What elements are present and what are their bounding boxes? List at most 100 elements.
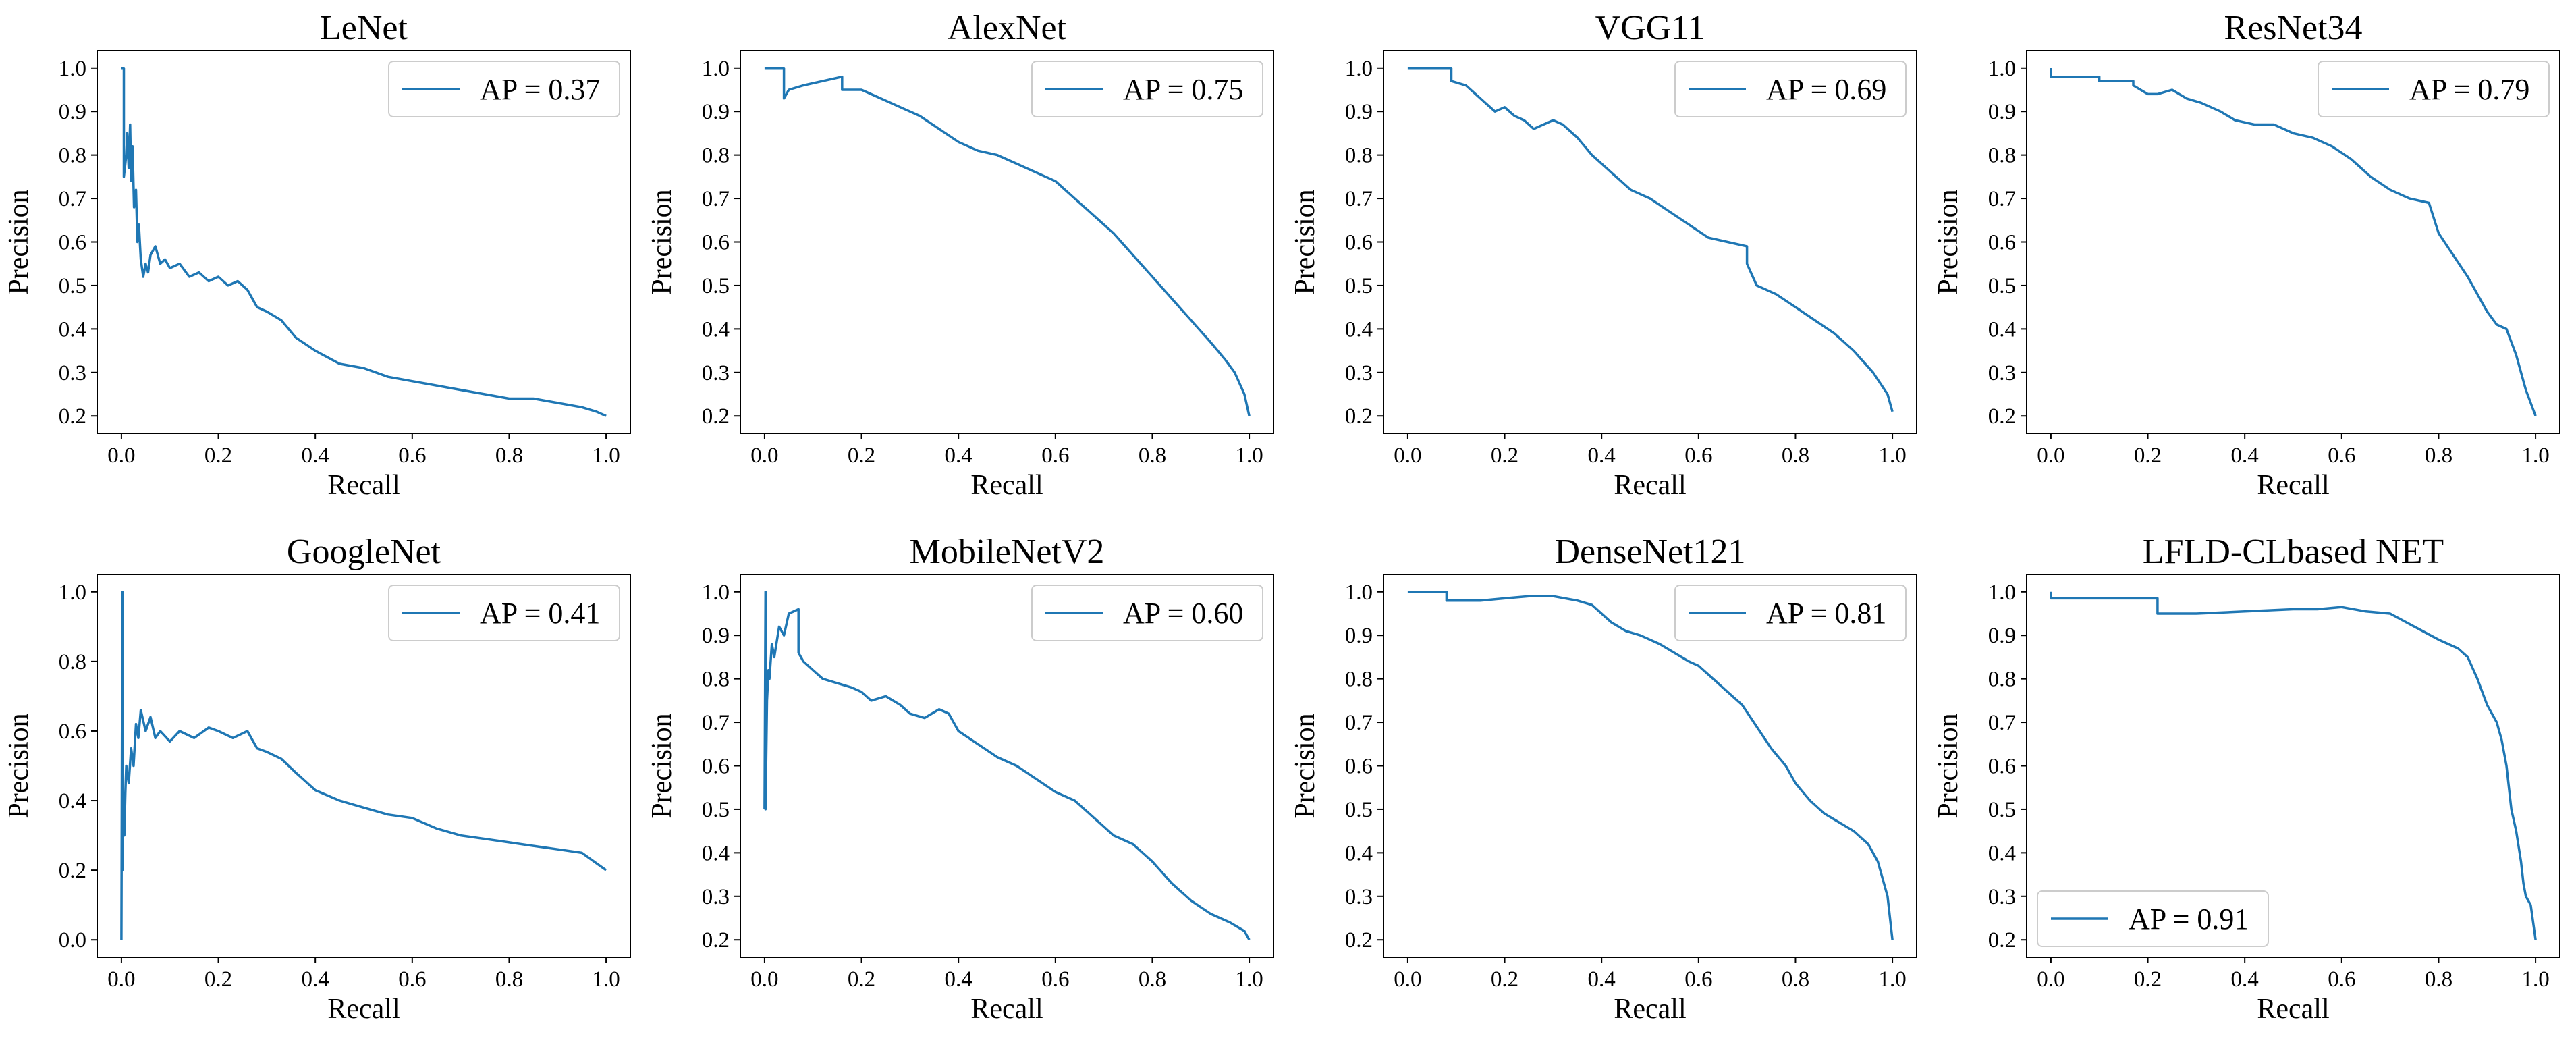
y-tick-label: 0.4 (1345, 841, 1373, 865)
x-tick-label: 0.8 (1782, 443, 1809, 468)
pr-curve (764, 67, 1251, 416)
legend-label: AP = 0.69 (1766, 73, 1886, 106)
x-tick-label: 1.0 (2521, 443, 2549, 468)
y-tick-label: 0.9 (702, 624, 730, 648)
x-tick-label: 0.4 (1588, 443, 1616, 468)
legend: AP = 0.81 (1674, 585, 1907, 641)
subplot-densenet121: DenseNet121 0.0 0.2 0.4 0.6 0.8 1.0 0.2 0.3 0.4 0.… (1290, 533, 1917, 1025)
x-tick-label: 0.0 (1394, 443, 1421, 468)
y-tick-label: 0.4 (1988, 317, 2016, 342)
x-tick-label: 0.2 (1491, 443, 1518, 468)
pr-curve (2050, 591, 2537, 940)
legend-box (2318, 61, 2550, 117)
y-tick-label: 0.9 (1345, 100, 1373, 124)
x-tick-label: 1.0 (1235, 967, 1263, 992)
y-tick-label: 0.8 (59, 650, 86, 674)
y-tick-label: 0.4 (1988, 841, 2016, 865)
legend: AP = 0.60 (1031, 585, 1263, 641)
x-axis-label: Recall (970, 994, 1043, 1025)
y-tick-label: 0.7 (1345, 187, 1373, 211)
y-tick-label: 0.9 (59, 100, 86, 124)
y-tick-label: 0.6 (59, 720, 86, 744)
x-tick-label: 0.6 (2328, 443, 2355, 468)
y-tick-label: 0.3 (1345, 361, 1373, 385)
chart-title: VGG11 (1595, 9, 1705, 47)
pr-curve (1407, 67, 1894, 412)
chart-title: MobileNetV2 (910, 533, 1105, 571)
pr-curve (2050, 68, 2537, 416)
y-tick-label: 1.0 (1345, 57, 1373, 81)
y-axis-label: Precision (647, 713, 678, 818)
legend: AP = 0.37 (388, 61, 620, 117)
y-tick-label: 0.9 (1988, 100, 2016, 124)
y-tick-label: 0.4 (702, 841, 730, 865)
y-tick-label: 1.0 (1988, 581, 2016, 605)
y-tick-label: 0.5 (1345, 798, 1373, 822)
y-tick-label: 0.7 (59, 187, 86, 211)
subplot-alexnet: AlexNet 0.0 0.2 0.4 0.6 0.8 1.0 0.2 0.3 0.4 0.5 0.6… (647, 9, 1274, 501)
x-tick-label: 0.6 (398, 967, 426, 992)
legend: AP = 0.75 (1031, 61, 1263, 117)
y-tick-label: 0.2 (59, 859, 86, 883)
legend-label: AP = 0.60 (1123, 597, 1243, 630)
x-tick-label: 0.2 (848, 443, 875, 468)
legend-box (1031, 61, 1263, 117)
y-tick-label: 0.8 (59, 144, 86, 168)
x-tick-label: 0.0 (107, 443, 135, 468)
chart-title: LFLD-CLbased NET (2143, 533, 2444, 571)
x-tick-label: 0.0 (750, 443, 778, 468)
legend-box (1674, 585, 1907, 641)
x-tick-label: 0.8 (495, 443, 523, 468)
x-tick-label: 0.4 (2231, 443, 2259, 468)
y-tick-label: 0.7 (702, 711, 730, 735)
y-axis-label: Precision (1933, 189, 1964, 294)
x-tick-label: 0.8 (495, 967, 523, 992)
y-tick-label: 1.0 (59, 581, 86, 605)
x-tick-label: 0.2 (204, 967, 232, 992)
y-tick-label: 0.8 (702, 668, 730, 692)
x-tick-label: 0.2 (204, 443, 232, 468)
y-axis-label: Precision (1933, 713, 1964, 818)
x-tick-label: 0.4 (945, 443, 972, 468)
x-tick-label: 0.4 (1588, 967, 1616, 992)
y-tick-label: 0.5 (702, 274, 730, 298)
y-tick-label: 0.2 (1988, 404, 2016, 429)
y-tick-label: 0.4 (1345, 317, 1373, 342)
pr-curve (763, 591, 1251, 941)
x-tick-label: 0.4 (945, 967, 972, 992)
y-tick-label: 1.0 (1345, 581, 1373, 605)
x-tick-label: 0.0 (1394, 967, 1421, 992)
y-tick-label: 0.9 (1345, 624, 1373, 648)
x-tick-label: 0.6 (398, 443, 426, 468)
y-tick-label: 0.5 (1345, 274, 1373, 298)
y-tick-label: 0.5 (59, 274, 86, 298)
y-tick-label: 0.6 (59, 231, 86, 255)
plot-frame (97, 574, 631, 958)
y-tick-label: 0.3 (702, 885, 730, 909)
legend-label: AP = 0.41 (480, 597, 600, 630)
x-tick-label: 0.0 (750, 967, 778, 992)
x-tick-label: 1.0 (592, 443, 620, 468)
subplot-vgg11: VGG11 0.0 0.2 0.4 0.6 0.8 1.0 0.2 0.3 0.4 0.5 0.6 0.… (1290, 9, 1917, 501)
y-axis-label: Precision (1290, 713, 1321, 818)
y-tick-label: 0.4 (59, 789, 86, 813)
y-tick-label: 0.8 (702, 144, 730, 168)
legend: AP = 0.41 (388, 585, 620, 641)
y-tick-label: 0.9 (1988, 624, 2016, 648)
x-tick-label: 0.6 (1684, 443, 1712, 468)
legend-label: AP = 0.91 (2129, 903, 2249, 936)
pr-curve (121, 67, 607, 417)
legend-label: AP = 0.75 (1123, 73, 1243, 106)
x-tick-label: 0.2 (1491, 967, 1518, 992)
x-tick-label: 0.4 (302, 443, 329, 468)
y-tick-label: 0.6 (1345, 231, 1373, 255)
x-tick-label: 0.4 (302, 967, 329, 992)
y-tick-label: 0.7 (702, 187, 730, 211)
y-tick-label: 0.2 (702, 928, 730, 952)
subplot-mobilenetv2: MobileNetV2 0.0 0.2 0.4 0.6 0.8 1.0 0.2 0.3 0.4 0.… (647, 533, 1274, 1025)
y-axis-label: Precision (3, 713, 34, 818)
y-tick-label: 0.5 (702, 798, 730, 822)
legend-box (1674, 61, 1907, 117)
y-tick-label: 0.2 (59, 404, 86, 429)
x-tick-label: 0.0 (2037, 443, 2064, 468)
